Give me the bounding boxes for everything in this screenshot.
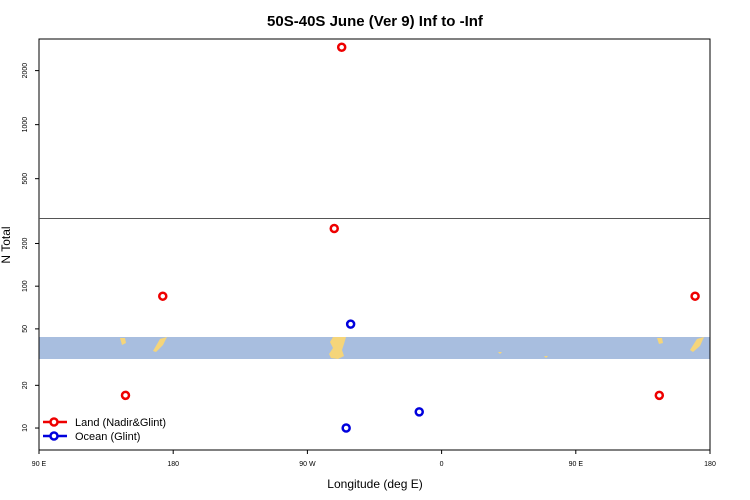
chart-title: 50S-40S June (Ver 9) Inf to -Inf	[267, 13, 484, 30]
y-tick-label: 1000	[22, 117, 29, 133]
legend: Land (Nadir&Glint) Ocean (Glint)	[43, 417, 166, 443]
y-tick-label: 20	[22, 381, 29, 389]
ocean-point	[414, 407, 424, 417]
y-tick-label: 200	[22, 238, 29, 250]
landmass	[153, 337, 167, 352]
x-axis-label: Longitude (deg E)	[327, 477, 422, 491]
x-tick-label: 0	[440, 461, 444, 468]
legend-ocean-marker	[49, 431, 59, 441]
y-axis-ticks: 10 20 50 100 200 500 1000 2000	[22, 63, 39, 432]
x-tick-label: 180	[704, 461, 716, 468]
ocean-point	[341, 423, 351, 433]
land-point	[654, 390, 665, 401]
legend-ocean-label: Ocean (Glint)	[75, 431, 140, 443]
x-axis-ticks: 90 E 180 90 W 0 90 E 180	[32, 450, 716, 468]
y-tick-label: 500	[22, 173, 29, 185]
y-tick-label: 50	[22, 325, 29, 333]
ocean-band	[39, 337, 710, 359]
land-point	[158, 291, 168, 301]
land-point	[690, 291, 700, 301]
x-tick-label: 90 W	[299, 461, 316, 468]
legend-land-marker	[49, 417, 59, 427]
y-tick-label: 10	[22, 424, 29, 432]
x-tick-label: 180	[167, 461, 179, 468]
landmass	[544, 356, 548, 358]
plot-frame	[38, 38, 711, 451]
legend-land-label: Land (Nadir&Glint)	[75, 417, 166, 429]
landmass	[657, 338, 663, 344]
landmass	[690, 337, 704, 352]
land-point	[336, 42, 347, 52]
ocean-point	[345, 319, 356, 329]
landmass	[329, 337, 346, 359]
land-point	[120, 390, 131, 401]
landmass	[120, 338, 126, 345]
x-tick-label: 90 E	[569, 461, 584, 468]
latitude-band-map	[39, 337, 710, 359]
landmass	[498, 352, 502, 354]
y-axis-label: N Total	[0, 226, 13, 263]
x-tick-label: 90 E	[32, 461, 47, 468]
y-tick-label: 100	[22, 280, 29, 292]
y-tick-label: 2000	[22, 63, 29, 79]
land-point	[329, 223, 339, 234]
data-points	[120, 42, 700, 433]
